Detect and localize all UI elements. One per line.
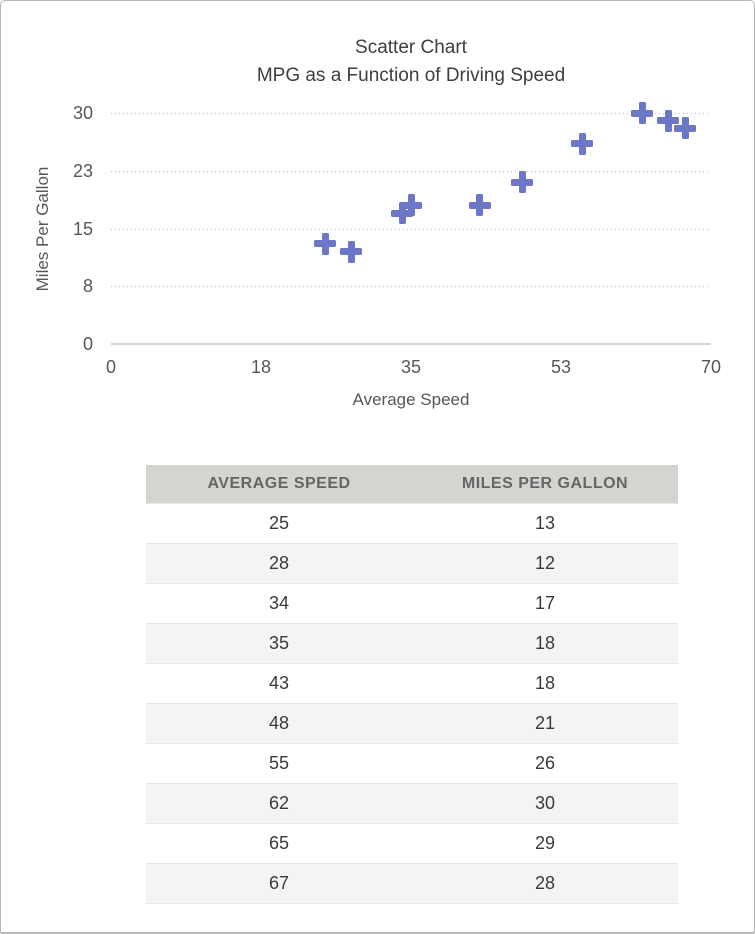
- table-cell-2-1[interactable]: 17: [412, 582, 678, 623]
- scatter-marker-9[interactable]: [674, 117, 697, 140]
- scatter-marker-6[interactable]: [571, 132, 594, 155]
- table-header-row: AVERAGE SPEED MILES PER GALLON: [146, 465, 678, 503]
- y-tick-label-0: 0: [82, 334, 93, 354]
- table-cell-7-0[interactable]: 62: [146, 782, 412, 823]
- table-cell-3-0[interactable]: 35: [146, 622, 412, 663]
- y-tick-label-23: 23: [72, 160, 93, 181]
- table-cell-0-0[interactable]: 25: [146, 502, 412, 543]
- table-cell-2-0[interactable]: 34: [146, 582, 412, 623]
- scatter-marker-0[interactable]: [314, 232, 337, 255]
- table-cell-4-1[interactable]: 18: [412, 662, 678, 703]
- gridline-y-30: [111, 113, 711, 114]
- x-tick-label-18: 18: [250, 357, 272, 377]
- table-row-2: 34 17: [146, 582, 678, 623]
- data-table: AVERAGE SPEED MILES PER GALLON 25 13 28 12 3…: [146, 465, 678, 904]
- table-row-9: 67 28: [146, 862, 678, 904]
- column-header-average-speed[interactable]: AVERAGE SPEED: [146, 465, 412, 503]
- x-tick-label-70: 70: [700, 357, 722, 377]
- table-cell-7-1[interactable]: 30: [412, 782, 678, 823]
- table-cell-0-1[interactable]: 13: [412, 502, 678, 543]
- table-header: AVERAGE SPEED MILES PER GALLON: [146, 465, 678, 503]
- scatter-marker-4[interactable]: [468, 194, 491, 217]
- table-cell-8-1[interactable]: 29: [412, 822, 678, 863]
- table-cell-6-1[interactable]: 26: [412, 742, 678, 783]
- table-cell-3-1[interactable]: 18: [412, 622, 678, 663]
- scatter-marker-1[interactable]: [340, 240, 362, 263]
- table-row-3: 35 18: [146, 622, 678, 663]
- gridline-y-15: [111, 228, 711, 230]
- table-row-6: 55 26: [146, 742, 678, 783]
- y-tick-label-30: 30: [72, 103, 93, 123]
- chart-subtitle: MPG as a Function of Driving Speed: [256, 65, 566, 86]
- table-cell-5-1[interactable]: 21: [412, 702, 678, 743]
- scatter-marker-2[interactable]: [391, 202, 414, 225]
- table-cell-9-0[interactable]: 67: [146, 862, 412, 904]
- scatter-marker-7[interactable]: [631, 102, 654, 124]
- table-cell-4-0[interactable]: 43: [146, 662, 412, 703]
- table-row-4: 43 18: [146, 662, 678, 703]
- table-cell-8-0[interactable]: 65: [146, 822, 412, 863]
- gridline-y-8: [111, 286, 711, 288]
- table-cell-6-0[interactable]: 55: [146, 742, 412, 783]
- x-axis-baseline: [111, 343, 711, 345]
- table-cell-9-1[interactable]: 28: [412, 862, 678, 904]
- table-cell-1-0[interactable]: 28: [146, 542, 412, 583]
- x-tick-label-53: 53: [550, 357, 572, 377]
- chart-title: Scatter Chart: [355, 37, 467, 58]
- table-row-1: 28 12: [146, 542, 678, 583]
- table-row-0: 25 13: [146, 502, 678, 543]
- table-cell-5-0[interactable]: 48: [146, 702, 412, 743]
- x-tick-label-0: 0: [105, 357, 116, 377]
- scatter-marker-8[interactable]: [657, 109, 680, 132]
- y-tick-label-15: 15: [72, 218, 93, 239]
- x-axis-title: Average Speed: [352, 390, 470, 409]
- y-tick-label-8: 8: [82, 276, 93, 297]
- column-header-miles-per-gallon[interactable]: MILES PER GALLON: [412, 465, 678, 503]
- table-row-7: 62 30: [146, 782, 678, 823]
- chart-title-block: Scatter Chart MPG as a Function of Drivi…: [111, 34, 711, 90]
- table-row-8: 65 29: [146, 822, 678, 863]
- gridline-y-23: [111, 170, 711, 172]
- table-cell-1-1[interactable]: 12: [412, 542, 678, 583]
- table-row-5: 48 21: [146, 702, 678, 743]
- x-tick-label-35: 35: [400, 357, 422, 377]
- scatter-marker-3[interactable]: [400, 194, 422, 217]
- scatter-chart: Scatter Chart MPG as a Function of Drivi…: [1, 1, 754, 431]
- table-body: 25 13 28 12 34 17 35 18 43 18 48 21 55 26 62 30 65 29 67 28: [146, 502, 678, 904]
- scatter-marker-5[interactable]: [511, 171, 534, 194]
